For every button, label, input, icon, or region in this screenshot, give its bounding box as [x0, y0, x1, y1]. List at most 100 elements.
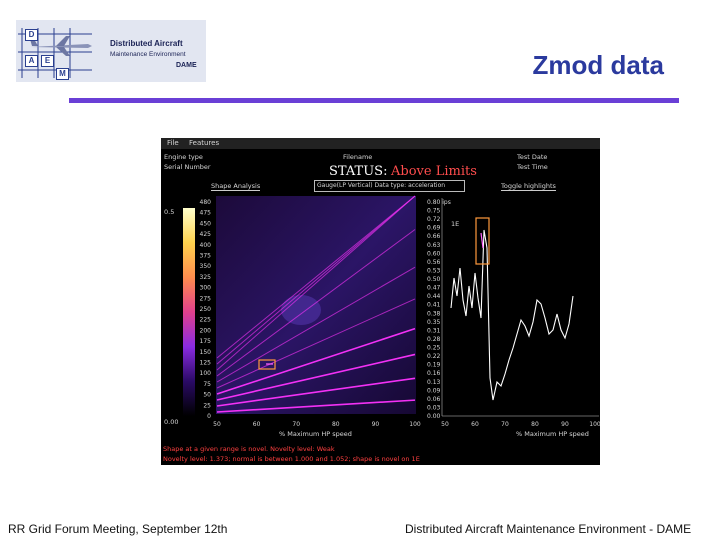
zmod-y-tick: 425: [200, 231, 212, 238]
trace-y-tick: 0.13: [427, 379, 441, 386]
zmod-order-line: [216, 195, 416, 371]
logo-line-2: Maintenance Environment: [110, 51, 186, 58]
trace-highlight-mark: [480, 232, 484, 249]
trace-y-tick: 0.00: [427, 413, 441, 420]
zmod-x-tick: 90: [372, 421, 380, 428]
zmod-y-tick: 480: [200, 199, 212, 206]
footer-left: RR Grid Forum Meeting, September 12th: [8, 522, 228, 536]
zmod-x-tick: 60: [253, 421, 261, 428]
trace-y-tick: 0.38: [427, 310, 441, 317]
shape-analysis-button[interactable]: Shape Analysis: [211, 182, 261, 191]
trace-y-tick: 0.03: [427, 404, 441, 411]
logo-letter-d: D: [25, 29, 38, 41]
zmod-hotspot: [281, 295, 321, 325]
message-line-1: Shape at a given range is novel. Novelty…: [163, 445, 335, 453]
zmod-y-tick: 325: [200, 274, 212, 281]
trace-x-tick: 60: [471, 421, 479, 428]
zmod-y-tick: 225: [200, 317, 212, 324]
zmod-order-line: [216, 195, 416, 359]
zmod-screenshot: File Features Engine type Serial Number …: [161, 138, 600, 465]
zmod-plot: 4804754504254003753503253002752502252001…: [200, 195, 421, 428]
logo-letter-e: E: [41, 55, 54, 67]
trace-y-tick: 0.35: [427, 319, 441, 326]
zmod-y-tick: 100: [200, 370, 212, 377]
colorbar-min-label: 0.00: [164, 418, 179, 426]
zmod-x-axis-label: % Maximum HP speed: [279, 430, 352, 438]
trace-y-tick: 0.75: [427, 208, 441, 215]
trace-y-tick: 0.44: [427, 293, 441, 300]
trace-highlight-box: [475, 217, 490, 265]
zmod-x-tick: 70: [292, 421, 300, 428]
logo-line-3: DAME: [176, 62, 197, 69]
trace-y-tick: 0.22: [427, 353, 441, 360]
trace-x-axis: 50 60 70 80 90 100: [441, 421, 600, 428]
trace-x-tick: 70: [501, 421, 509, 428]
zmod-order-line: [216, 353, 416, 401]
zmod-order-line: [216, 327, 416, 395]
trace-y-tick: 0.47: [427, 285, 441, 292]
title-rule: [69, 98, 679, 103]
zmod-y-tick: 75: [203, 381, 211, 388]
aircraft-icon: [30, 36, 92, 56]
zmod-order-line: [216, 195, 416, 365]
trace-x-axis-label: % Maximum HP speed: [516, 430, 589, 438]
trace-y-tick: 0.25: [427, 345, 441, 352]
zmod-order-line: [216, 399, 416, 413]
trace-y-tick: 0.19: [427, 362, 441, 369]
trace-y-tick: 0.06: [427, 396, 441, 403]
menu-bar: [161, 138, 600, 149]
zmod-y-tick: 150: [200, 349, 212, 356]
status-value: Above Limits: [391, 164, 477, 179]
trace-y-tick: 0.63: [427, 242, 441, 249]
trace-plot: 0.80 ips 0.750.72 0.690.66 0.630.60 0.560.53…: [427, 198, 600, 428]
toggle-highlights-button[interactable]: Toggle highlights: [501, 182, 556, 191]
dame-logo: D A M E Distributed Aircraft Maintenance…: [16, 20, 206, 82]
zmod-order-line: [216, 229, 416, 377]
trace-y-tick: 0.53: [427, 267, 441, 274]
test-date-label: Test Date: [517, 153, 548, 161]
logo-letter-a: A: [25, 55, 38, 67]
test-time-label: Test Time: [517, 163, 548, 171]
zmod-y-tick: 475: [200, 210, 212, 217]
trace-y-tick: 0.28: [427, 336, 441, 343]
zmod-x-axis: 50 60 70 80 90 100: [213, 421, 421, 428]
trace-x-tick: 100: [589, 421, 600, 428]
trace-y-tick: 0.80 ips: [427, 199, 451, 206]
footer-right: Distributed Aircraft Maintenance Environ…: [405, 522, 692, 536]
trace-x-tick: 80: [531, 421, 539, 428]
zmod-y-tick: 400: [200, 242, 212, 249]
slide-title: Zmod data: [532, 50, 664, 80]
colorbar-max-label: 0.5: [164, 208, 175, 216]
zmod-x-tick: 80: [332, 421, 340, 428]
filename-label: Filename: [343, 153, 373, 161]
zmod-y-tick: 200: [200, 327, 212, 334]
trace-y-tick: 0.66: [427, 233, 441, 240]
zmod-y-tick: 50: [203, 392, 211, 399]
trace-y-tick: 0.31: [427, 327, 441, 334]
zmod-y-tick: 125: [200, 360, 212, 367]
zmod-order-line: [216, 266, 416, 383]
trace-y-tick: 0.41: [427, 302, 441, 309]
zmod-order-line: [216, 298, 416, 389]
zmod-y-tick: 25: [203, 402, 211, 409]
trace-y-tick: 0.50: [427, 276, 441, 283]
trace-y-tick: 0.09: [427, 387, 441, 394]
message-line-2: Novelty level: 1.373; normal is between …: [163, 455, 420, 463]
zmod-order-line: [216, 377, 416, 407]
zmod-y-tick: 175: [200, 338, 212, 345]
trace-x-tick: 90: [561, 421, 569, 428]
trace-y-tick: 0.60: [427, 250, 441, 257]
zmod-y-axis: 4804754504254003753503253002752502252001…: [200, 199, 212, 420]
trace-x-tick: 50: [441, 421, 449, 428]
logo-letter-m: M: [56, 68, 69, 80]
serial-number-label: Serial Number: [164, 163, 211, 171]
trace-y-tick: 0.16: [427, 370, 441, 377]
menu-file[interactable]: File: [167, 139, 179, 147]
trace-flag: 1E: [451, 220, 460, 228]
data-type-dropdown[interactable]: Gauge(LP Vertical) Data type: accelerati…: [314, 180, 465, 192]
trace-y-tick: 0.69: [427, 225, 441, 232]
status-label: STATUS:: [329, 164, 388, 179]
zmod-y-tick: 250: [200, 306, 212, 313]
menu-features[interactable]: Features: [189, 139, 220, 147]
zmod-y-tick: 350: [200, 263, 212, 270]
